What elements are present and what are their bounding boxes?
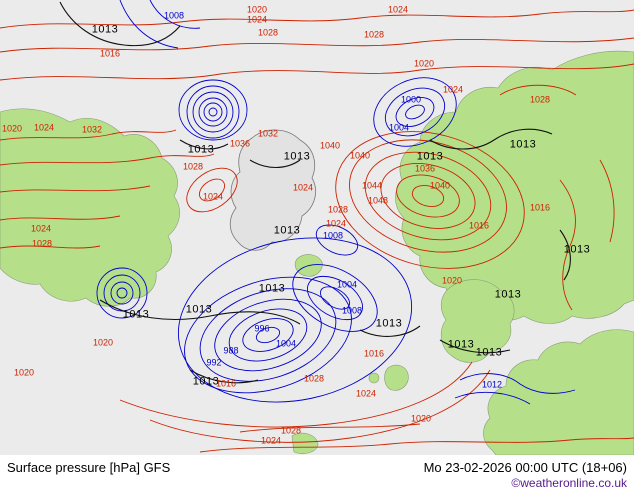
pressure-label: 1004 <box>275 338 297 349</box>
pressure-label: 1013 <box>447 338 475 351</box>
copyright-label: ©weatheronline.co.uk <box>511 476 627 490</box>
pressure-label: 1028 <box>363 29 385 40</box>
pressure-label: 1040 <box>319 140 341 151</box>
pressure-label: 1028 <box>31 238 53 249</box>
pressure-label: 1020 <box>413 58 435 69</box>
landmass-ireland <box>368 372 380 384</box>
pressure-label: 996 <box>254 323 270 334</box>
pressure-label: 988 <box>223 345 239 356</box>
landmass-europe <box>483 329 634 455</box>
pressure-label: 1004 <box>336 279 358 290</box>
landmass-siberia <box>395 50 634 324</box>
pressure-label: 1020 <box>441 275 463 286</box>
pressure-label: 1028 <box>303 373 325 384</box>
pressure-label: 1028 <box>182 161 204 172</box>
pressure-label: 1013 <box>494 288 522 301</box>
pressure-label: 1024 <box>442 84 464 95</box>
chart-footer: Surface pressure [hPa] GFS Mo 23-02-2026… <box>0 455 634 490</box>
pressure-label: 1013 <box>475 346 503 359</box>
pressure-label: 1048 <box>367 195 389 206</box>
pressure-label: 1024 <box>325 218 347 229</box>
pressure-label: 1028 <box>327 204 349 215</box>
pressure-label: 1013 <box>122 308 150 321</box>
pressure-label: 1020 <box>92 337 114 348</box>
pressure-label: 1028 <box>280 425 302 436</box>
landmass-greenland <box>229 129 316 251</box>
pressure-label: 1024 <box>33 122 55 133</box>
chart-datetime: Mo 23-02-2026 00:00 UTC (18+06) <box>423 460 627 475</box>
pressure-label: 1013 <box>91 23 119 36</box>
pressure-label: 1024 <box>260 435 282 446</box>
pressure-label: 1036 <box>229 138 251 149</box>
map-canvas <box>0 0 634 455</box>
pressure-label: 1028 <box>257 27 279 38</box>
pressure-label: 1040 <box>429 180 451 191</box>
isobars-1013-black <box>59 1 571 384</box>
pressure-label: 992 <box>206 357 222 368</box>
pressure-label: 1013 <box>416 150 444 163</box>
pressure-label: 1024 <box>246 14 268 25</box>
pressure-label: 1004 <box>388 122 410 133</box>
pressure-label: 1013 <box>283 150 311 163</box>
pressure-label: 1016 <box>529 202 551 213</box>
pressure-label: 1040 <box>349 150 371 161</box>
pressure-label: 1000 <box>400 94 422 105</box>
chart-title: Surface pressure [hPa] GFS <box>7 460 171 475</box>
isobars-high-red <box>0 9 634 453</box>
pressure-label: 1016 <box>99 48 121 59</box>
pressure-label: 1013 <box>509 138 537 151</box>
pressure-label: 1020 <box>410 413 432 424</box>
pressure-label: 1012 <box>481 379 503 390</box>
pressure-label-layer: 1013 1013 1013 1013 1013 1013 1013 1013 1013 1013… <box>1 4 591 446</box>
pressure-label: 1016 <box>468 220 490 231</box>
pressure-label: 1024 <box>292 182 314 193</box>
pressure-label: 1013 <box>375 317 403 330</box>
pressure-label: 1020 <box>246 4 268 15</box>
pressure-label: 1013 <box>185 303 213 316</box>
pressure-label: 1013 <box>273 224 301 237</box>
pressure-label: 1016 <box>363 348 385 359</box>
pressure-label: 1024 <box>355 388 377 399</box>
low-center-baffin <box>178 79 248 141</box>
land-shapes <box>0 50 634 455</box>
pressure-label: 1013 <box>192 375 220 388</box>
pressure-label: 1013 <box>187 143 215 156</box>
pressure-label: 1008 <box>322 230 344 241</box>
pressure-label: 1016 <box>215 378 237 389</box>
pressure-label: 1044 <box>361 180 383 191</box>
pressure-label: 1020 <box>13 367 35 378</box>
pressure-label: 1024 <box>387 4 409 15</box>
pressure-label: 1013 <box>563 243 591 256</box>
isobars-low-blue <box>96 0 576 405</box>
landmass-scandinavia <box>440 279 515 363</box>
pressure-label: 1008 <box>341 305 363 316</box>
pressure-label: 1036 <box>414 163 436 174</box>
pressure-label: 1032 <box>81 124 103 135</box>
pressure-label: 1020 <box>1 123 23 134</box>
low-lobe-east <box>292 264 378 332</box>
pressure-label: 1024 <box>30 223 52 234</box>
pressure-label: 1013 <box>258 282 286 295</box>
landmass-northamerica <box>0 108 180 307</box>
landmass-iberia <box>291 432 319 454</box>
pressure-label: 1032 <box>257 128 279 139</box>
low-center-arctic <box>373 77 457 147</box>
pressure-label: 1024 <box>202 191 224 202</box>
landmass-britain <box>384 364 409 391</box>
pressure-map: 1013 1013 1013 1013 1013 1013 1013 1013 1013 1013… <box>0 0 634 455</box>
pressure-label: 1028 <box>529 94 551 105</box>
pressure-label: 1008 <box>163 10 185 21</box>
